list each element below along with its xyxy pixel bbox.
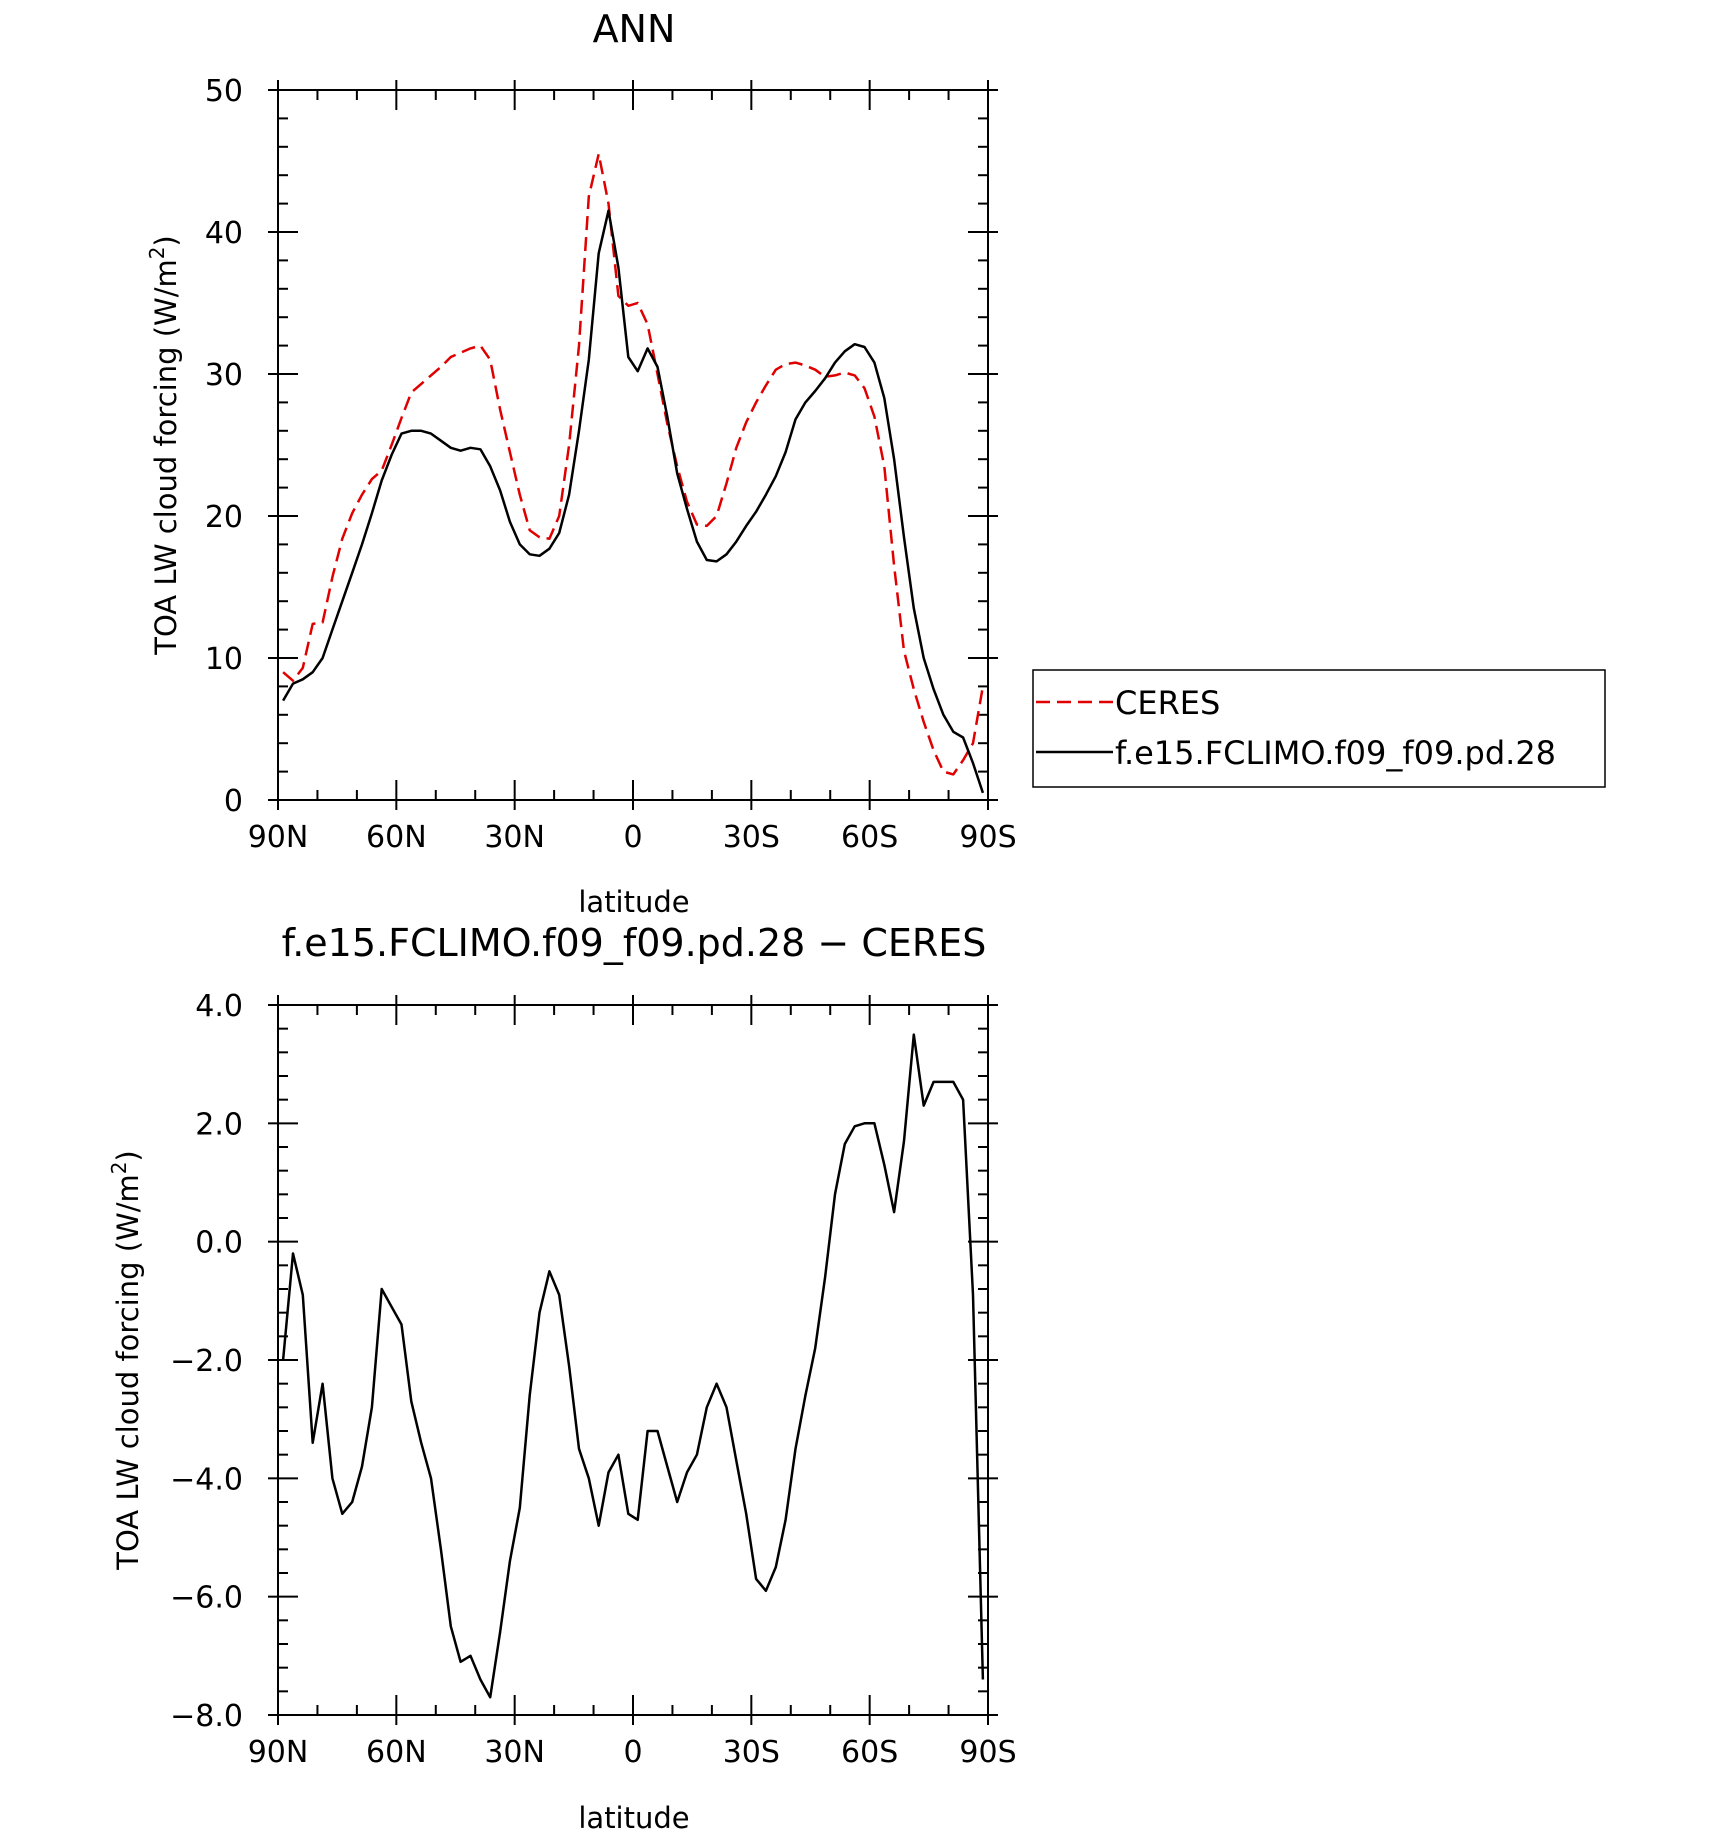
legend-label-ceres: CERES — [1115, 684, 1220, 722]
x-tick-label: 90N — [248, 820, 309, 855]
y-tick-label: 40 — [205, 216, 243, 251]
y-tick-label: 2.0 — [195, 1107, 243, 1142]
x-tick-label: 60N — [366, 820, 427, 855]
plot-area: 90N 60N 30N 0 30S 60S 90S −8.0 −6.0 −4.0 −2.0 0.0 2.… — [170, 989, 1016, 1770]
series-line-1 — [282, 209, 985, 794]
x-tick-label: 90S — [959, 820, 1016, 855]
x-tick-label: 30S — [723, 820, 780, 855]
x-tick-label: 60N — [366, 1735, 427, 1770]
y-axis-label: TOA LW cloud forcing (W/m2) — [145, 235, 183, 656]
x-tick-label: 0 — [623, 820, 642, 855]
plot-area: 90N 60N 30N 0 30S 60S 90S 0 10 20 30 40 50 — [205, 74, 1017, 855]
panel-annual-mean: ANN 90N 60N 30N 0 30S 60S 90S 0 10 20 30 40 50 latit… — [145, 7, 1606, 919]
series-line-0 — [281, 1033, 985, 1699]
y-tick-label: 10 — [205, 642, 243, 677]
y-tick-label: −8.0 — [170, 1699, 243, 1734]
x-tick-label: 0 — [623, 1735, 642, 1770]
x-tick-label: 30S — [723, 1735, 780, 1770]
plot-frame — [277, 1004, 989, 1716]
y-tick-label: 50 — [205, 74, 243, 109]
x-axis-label: latitude — [578, 1801, 689, 1833]
series-line-0 — [282, 152, 985, 776]
legend: CERES f.e15.FCLIMO.f09_f09.pd.28 — [1032, 669, 1606, 788]
x-tick-label: 30N — [484, 1735, 545, 1770]
y-tick-label: 0.0 — [195, 1226, 243, 1261]
x-axis-label: latitude — [578, 885, 689, 919]
x-tick-label: 90S — [959, 1735, 1016, 1770]
chart-title: ANN — [593, 7, 676, 51]
x-tick-label: 60S — [841, 1735, 898, 1770]
plot-frame — [277, 89, 989, 801]
x-tick-label: 90N — [248, 1735, 309, 1770]
y-tick-label: 0 — [224, 784, 243, 819]
legend-label-model: f.e15.FCLIMO.f09_f09.pd.28 — [1115, 734, 1556, 772]
x-tick-label: 30N — [484, 820, 545, 855]
chart-title: f.e15.FCLIMO.f09_f09.pd.28 − CERES — [282, 921, 987, 965]
x-tick-label: 60S — [841, 820, 898, 855]
y-tick-label: 20 — [205, 500, 243, 535]
y-axis-label: TOA LW cloud forcing (W/m2) — [107, 1150, 145, 1571]
y-tick-label: −6.0 — [170, 1581, 243, 1616]
y-tick-label: −4.0 — [170, 1462, 243, 1497]
legend-box — [1032, 669, 1606, 788]
panel-difference: f.e15.FCLIMO.f09_f09.pd.28 − CERES 90N 60… — [107, 921, 1017, 1833]
y-tick-label: 30 — [205, 358, 243, 393]
y-tick-label: −2.0 — [170, 1344, 243, 1379]
y-tick-label: 4.0 — [195, 989, 243, 1024]
